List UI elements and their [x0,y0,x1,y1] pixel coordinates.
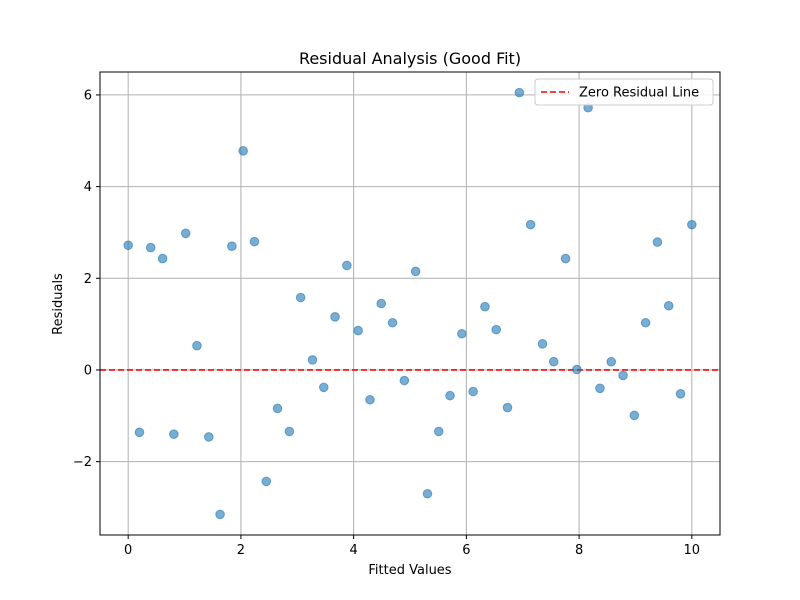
legend-label: Zero Residual Line [579,86,699,101]
data-point [560,253,571,264]
data-point [618,370,628,381]
y-tick-label: 6 [84,88,92,103]
data-point [284,426,295,437]
data-point [353,325,363,336]
data-point [663,300,674,311]
data-point [157,253,168,264]
x-tick-label: 0 [124,543,132,558]
data-point [422,488,433,499]
data-point [640,317,651,328]
data-point [192,340,202,351]
x-tick-label: 8 [575,543,583,558]
data-point [134,427,145,438]
data-point [445,390,455,401]
data-point [272,403,283,414]
data-point [548,356,559,367]
data-point [387,317,398,328]
x-tick-label: 2 [237,543,245,558]
data-point [629,410,640,421]
data-point [180,228,191,239]
y-tick-label: 4 [84,180,92,195]
data-point [410,266,421,277]
y-tick-label: 0 [84,363,92,378]
data-point [169,429,179,439]
chart-title: Residual Analysis (Good Fit) [299,49,521,68]
data-points [123,87,697,520]
data-point [238,146,248,156]
data-point [365,394,375,405]
data-point [687,219,697,230]
data-point [249,236,260,247]
y-tick-label: 2 [84,272,92,287]
legend-box [534,78,714,106]
data-point [261,476,272,487]
data-point [468,386,478,397]
x-tick-label: 6 [462,543,470,558]
data-point [537,339,548,349]
data-point [203,432,214,442]
legend: Zero Residual Line [534,78,714,106]
data-point [606,356,617,367]
data-point [215,509,225,520]
data-point [295,292,306,303]
data-point [595,383,605,394]
data-point [342,260,352,271]
data-point [376,298,387,309]
data-point [145,242,156,253]
data-point [330,311,340,322]
plot-frame [99,71,721,536]
y-tick-label: −2 [73,455,92,470]
data-point [227,241,237,251]
y-axis-label: Residuals [51,273,66,335]
data-point [502,402,513,413]
data-point [652,237,663,247]
data-point [318,382,329,393]
data-point [572,364,582,375]
data-point [399,375,410,386]
axis-ticks: 0 2 4 6 8 10 −2 0 2 4 6 [73,88,700,558]
data-point [514,87,525,98]
data-point [307,355,318,365]
data-point [675,389,686,399]
data-point [480,301,490,312]
data-point [457,328,467,339]
data-point [491,324,502,335]
data-point [123,240,133,251]
x-tick-label: 10 [684,543,701,558]
data-point [433,426,444,437]
x-tick-label: 4 [349,543,357,558]
x-axis-label: Fitted Values [368,563,451,578]
data-point [525,219,536,230]
